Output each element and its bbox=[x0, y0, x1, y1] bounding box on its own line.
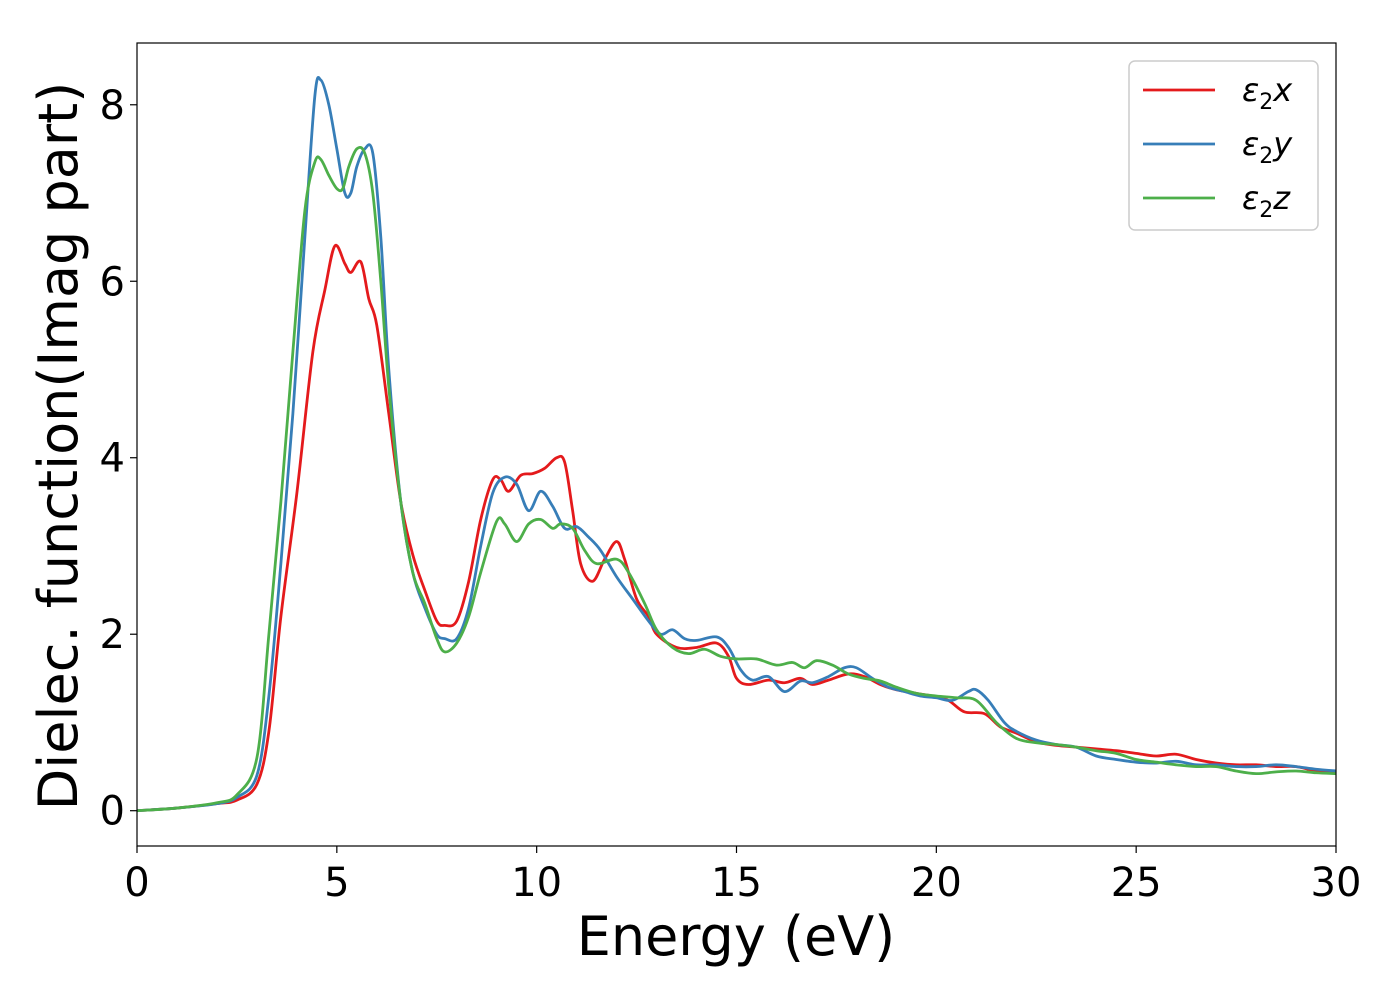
x-tick-label: 0 bbox=[124, 860, 149, 906]
legend-suffix: y bbox=[1272, 125, 1293, 163]
x-tick-label: 10 bbox=[511, 860, 562, 906]
series-line-3 bbox=[137, 145, 1336, 813]
legend-suffix: z bbox=[1272, 179, 1291, 217]
y-tick-label: 8 bbox=[100, 83, 125, 129]
x-tick-label: 25 bbox=[1111, 860, 1162, 906]
legend-symbol: ε bbox=[1242, 179, 1259, 217]
legend-subscript: 2 bbox=[1259, 144, 1273, 169]
x-axis-title: Energy (eV) bbox=[577, 905, 896, 968]
y-tick-label: 6 bbox=[100, 259, 125, 305]
legend-symbol: ε bbox=[1242, 125, 1259, 163]
x-tick-label: 30 bbox=[1311, 860, 1362, 906]
legend-symbol: ε bbox=[1242, 71, 1259, 109]
y-axis-title: Dielec. function(Imag part) bbox=[27, 82, 90, 811]
y-tick-label: 4 bbox=[100, 436, 125, 482]
x-tick-label: 15 bbox=[711, 860, 762, 906]
series-layer bbox=[137, 76, 1336, 813]
legend-subscript: 2 bbox=[1259, 90, 1273, 115]
legend-suffix: x bbox=[1272, 71, 1293, 109]
legend-label-1: ε2x bbox=[1242, 71, 1293, 115]
legend-subscript: 2 bbox=[1259, 198, 1273, 223]
x-tick-label: 5 bbox=[324, 860, 349, 906]
x-axis-ticks: 0 5 10 15 20 25 30 bbox=[124, 846, 1361, 906]
y-tick-label: 2 bbox=[100, 612, 125, 658]
legend-label-3: ε2z bbox=[1242, 179, 1291, 223]
legend-label-2: ε2y bbox=[1242, 125, 1293, 169]
x-tick-label: 20 bbox=[911, 860, 962, 906]
y-tick-label: 0 bbox=[100, 789, 125, 835]
y-axis-ticks: 0 2 4 6 8 bbox=[100, 83, 137, 835]
legend-box bbox=[1128, 60, 1319, 231]
